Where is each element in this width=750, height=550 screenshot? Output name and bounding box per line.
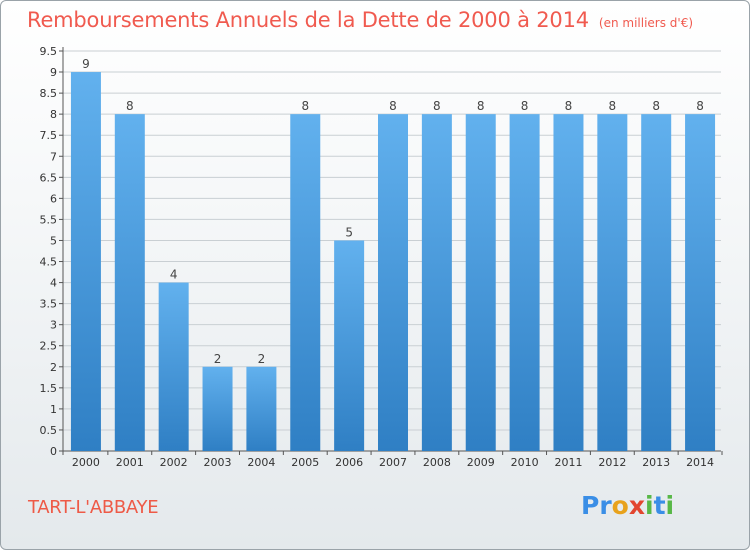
commune-name: TART-L'ABBAYE	[28, 497, 159, 518]
y-tick-label: 8.5	[40, 87, 58, 100]
chart-title: Remboursements Annuels de la Dette de 20…	[27, 8, 589, 32]
x-tick-label: 2004	[247, 456, 275, 469]
data-label: 2	[214, 352, 222, 366]
bar-2007[interactable]	[378, 114, 408, 451]
logo-letter: o	[611, 491, 629, 520]
x-tick-label: 2003	[204, 456, 232, 469]
y-tick-label: 3	[50, 319, 57, 332]
data-label: 8	[521, 99, 529, 113]
proxiti-logo[interactable]: Proxiti	[581, 491, 674, 520]
bar-2002[interactable]	[158, 282, 189, 451]
y-tick-label: 7	[50, 150, 57, 163]
y-tick-label: 4.5	[40, 256, 58, 269]
y-tick-label: 7.5	[40, 129, 58, 142]
x-tick-label: 2007	[379, 456, 407, 469]
bar-2010[interactable]	[509, 114, 540, 451]
logo-letter: t	[653, 491, 666, 520]
y-tick-label: 9.5	[40, 45, 58, 58]
data-label: 2	[258, 352, 266, 366]
bar-2001[interactable]	[114, 114, 145, 451]
bar-2003[interactable]	[202, 366, 233, 451]
x-tick-label: 2001	[116, 456, 144, 469]
y-tick-label: 1.5	[40, 382, 58, 395]
y-tick-label: 0.5	[40, 424, 58, 437]
data-label: 8	[301, 99, 309, 113]
bar-2013[interactable]	[641, 114, 672, 451]
y-tick-label: 5	[50, 234, 57, 247]
y-tick-label: 2	[50, 361, 57, 374]
logo-letter: P	[581, 491, 600, 520]
y-tick-label: 1	[50, 403, 57, 416]
logo-letter: r	[599, 491, 612, 520]
logo-letter: i	[665, 491, 675, 520]
bar-2008[interactable]	[421, 114, 452, 451]
x-tick-label: 2005	[291, 456, 319, 469]
x-tick-label: 2010	[511, 456, 539, 469]
bar-2005[interactable]	[290, 114, 321, 451]
x-tick-label: 2002	[160, 456, 188, 469]
x-tick-label: 2000	[72, 456, 100, 469]
x-tick-label: 2009	[467, 456, 495, 469]
y-tick-label: 2.5	[40, 340, 58, 353]
y-tick-label: 6.5	[40, 171, 58, 184]
x-tick-label: 2012	[598, 456, 626, 469]
x-tick-label: 2006	[335, 456, 363, 469]
bar-2009[interactable]	[465, 114, 496, 451]
x-tick-label: 2011	[554, 456, 582, 469]
bar-2012[interactable]	[597, 114, 628, 451]
data-label: 8	[565, 99, 573, 113]
bar-2014[interactable]	[685, 114, 716, 451]
bar-2006[interactable]	[334, 240, 365, 451]
y-tick-label: 6	[50, 192, 57, 205]
data-label: 4	[170, 268, 178, 282]
data-label: 9	[82, 57, 90, 71]
y-tick-label: 5.5	[40, 213, 58, 226]
y-tick-label: 0	[50, 445, 57, 458]
data-label: 5	[345, 225, 353, 239]
y-tick-label: 3.5	[40, 298, 58, 311]
bar-layer	[70, 72, 716, 451]
logo-letter: i	[645, 491, 654, 520]
data-label: 8	[477, 99, 485, 113]
bar-2011[interactable]	[553, 114, 584, 451]
logo-letter: x	[628, 491, 645, 520]
bar-2000[interactable]	[70, 72, 101, 451]
data-label: 8	[652, 99, 660, 113]
x-tick-label: 2013	[642, 456, 670, 469]
chart-subtitle: (en milliers d'€)	[598, 16, 694, 30]
y-tick-label: 4	[50, 277, 57, 290]
x-tick-label: 2014	[686, 456, 714, 469]
data-label: 8	[389, 99, 397, 113]
data-label: 8	[126, 99, 134, 113]
data-label: 8	[433, 99, 441, 113]
title-row: Remboursements Annuels de la Dette de 20…	[27, 8, 693, 32]
data-label: 8	[696, 99, 704, 113]
y-tick-label: 8	[50, 108, 57, 121]
data-label: 8	[609, 99, 617, 113]
y-tick-label: 9	[50, 66, 57, 79]
bar-2004[interactable]	[246, 366, 277, 451]
x-tick-label: 2008	[423, 456, 451, 469]
label-layer: 2000 9 2001 8 2002 4 2003 2 2004 2 2005 8 2006 5 2007 8…	[72, 57, 714, 469]
